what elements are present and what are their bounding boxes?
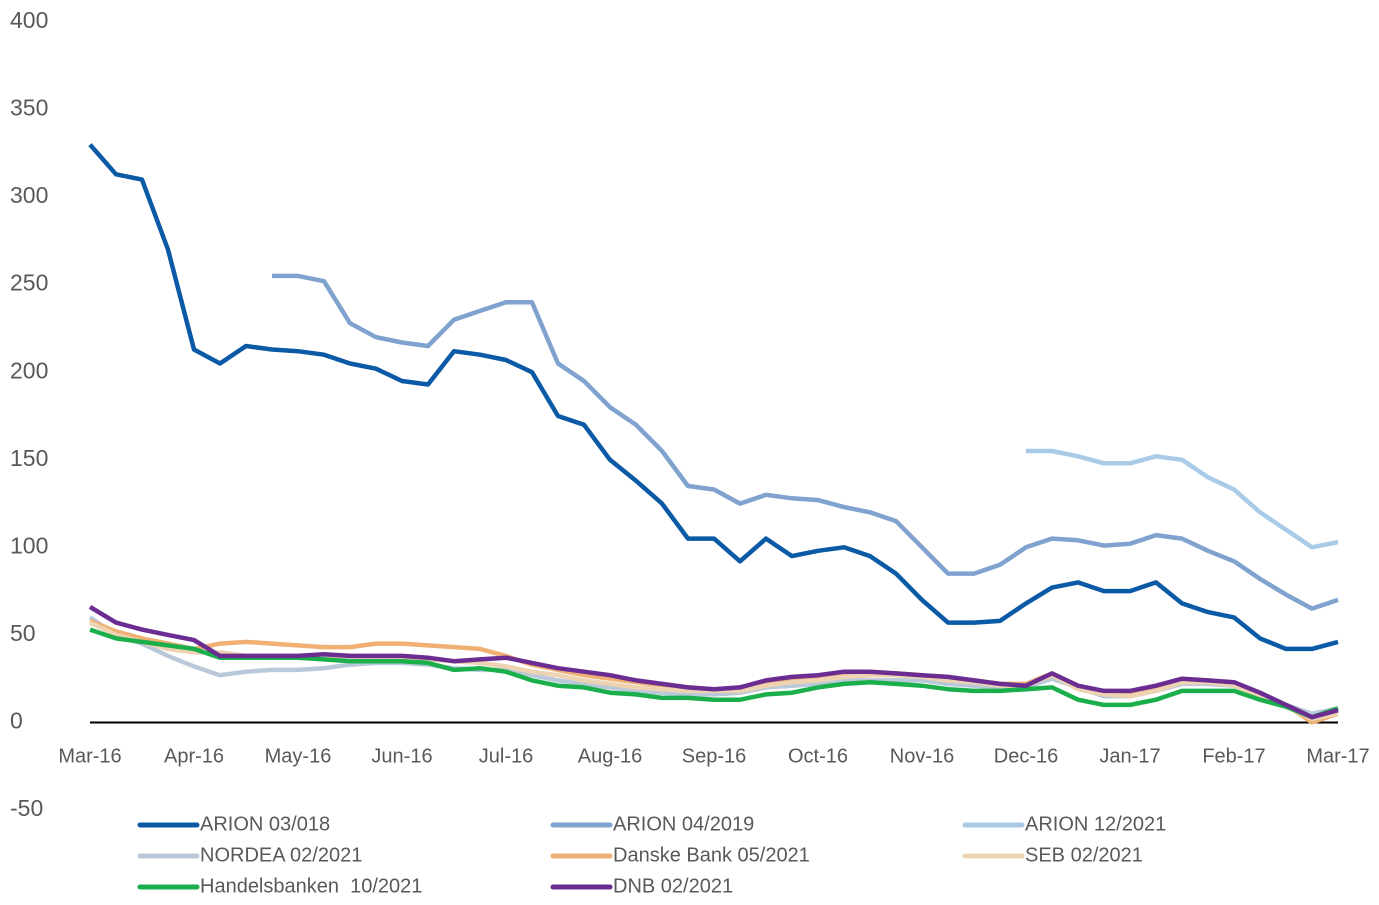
y-tick-label: -50 [10, 795, 43, 821]
legend-label: ARION 12/2021 [1025, 813, 1166, 835]
y-tick-label: 300 [10, 182, 48, 208]
y-tick-label: 250 [10, 270, 48, 296]
x-tick-label: Jul-16 [479, 746, 533, 768]
x-tick-label: Feb-17 [1202, 746, 1265, 768]
legend-label: ARION 04/2019 [613, 813, 754, 835]
x-tick-label: Mar-16 [58, 746, 121, 768]
series-line [1026, 448, 1339, 550]
legend-label: NORDEA 02/2021 [200, 844, 362, 866]
series-line [272, 273, 1339, 611]
y-tick-label: 350 [10, 95, 48, 121]
y-tick-label: 400 [10, 7, 48, 33]
x-tick-label: Jan-17 [1099, 746, 1160, 768]
x-tick-label: May-16 [265, 746, 332, 768]
legend-label: Danske Bank 05/2021 [613, 844, 810, 866]
y-tick-label: 150 [10, 445, 48, 471]
x-tick-label: Aug-16 [578, 746, 643, 768]
series-line [88, 143, 1339, 652]
x-tick-label: Mar-17 [1306, 746, 1369, 768]
legend-label: Handelsbanken 10/2021 [200, 875, 422, 897]
y-tick-label: 100 [10, 532, 48, 558]
x-tick-label: Sep-16 [682, 746, 747, 768]
y-tick-label: 0 [10, 708, 23, 734]
legend-label: ARION 03/018 [200, 813, 330, 835]
y-tick-label: 50 [10, 620, 36, 646]
x-tick-label: Nov-16 [890, 746, 954, 768]
legend-label: DNB 02/2021 [613, 875, 733, 897]
x-tick-label: Oct-16 [788, 746, 848, 768]
x-tick-label: Apr-16 [164, 746, 224, 768]
legend-label: SEB 02/2021 [1025, 844, 1143, 866]
x-tick-label: Dec-16 [994, 746, 1058, 768]
x-tick-label: Jun-16 [371, 746, 432, 768]
y-tick-label: 200 [10, 357, 48, 383]
series-line [88, 604, 1339, 720]
